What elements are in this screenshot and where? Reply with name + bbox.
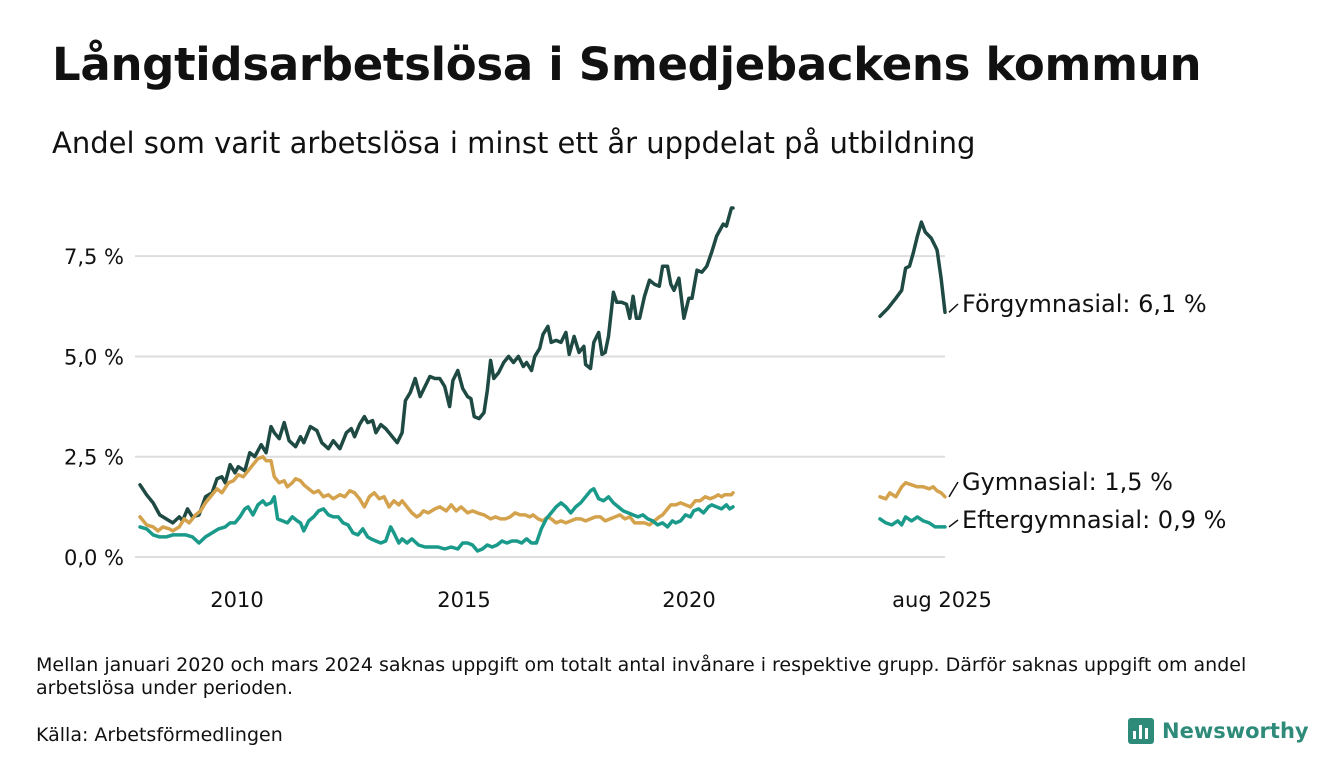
chart-title: Långtidsarbetslösa i Smedjebackens kommu… [52, 38, 1202, 91]
series-end-label: Eftergymnasial: 0,9 % [962, 506, 1226, 534]
source-text: Källa: Arbetsförmedlingen [36, 724, 283, 746]
label-leader-line [948, 481, 959, 498]
x-tick-label: 2020 [662, 588, 715, 612]
series-line-gymnasial-recent [878, 481, 947, 501]
series-end-label: Förgymnasial: 6,1 % [962, 290, 1207, 318]
series-line-gymnasial [138, 454, 735, 533]
x-tick-label: 2015 [437, 588, 490, 612]
y-tick-label: 7,5 % [64, 245, 124, 269]
series-line-förgymnasial [138, 206, 735, 525]
grid-lines [135, 255, 945, 558]
line-chart: 0,0 % 2,5 % 5,0 % 7,5 % 2010 2015 2020 aug 2025… [64, 206, 1226, 612]
label-leader-line [948, 519, 959, 528]
brand-logo: Newsworthy [1128, 718, 1309, 744]
y-tick-label: 2,5 % [64, 446, 124, 470]
series-lines [138, 206, 947, 553]
y-tick-label: 0,0 % [64, 546, 124, 570]
y-tick-label: 5,0 % [64, 345, 124, 369]
x-tick-label: 2010 [210, 588, 263, 612]
footnote: Mellan januari 2020 och mars 2024 saknas… [36, 654, 1247, 699]
labels: 0,0 % 2,5 % 5,0 % 7,5 % 2010 2015 2020 aug 2025… [64, 245, 1226, 612]
series-line-eftergymnasial-recent [878, 515, 947, 529]
newsworthy-logo-icon [1128, 718, 1154, 744]
series-end-label: Gymnasial: 1,5 % [962, 468, 1173, 496]
series-line-förgymnasial-recent [878, 220, 947, 319]
chart-subtitle: Andel som varit arbetslösa i minst ett å… [52, 126, 976, 160]
brand-name: Newsworthy [1162, 719, 1309, 743]
x-tick-label: aug 2025 [892, 588, 992, 612]
series-line-eftergymnasial [138, 487, 735, 553]
label-leader-line [948, 303, 959, 313]
